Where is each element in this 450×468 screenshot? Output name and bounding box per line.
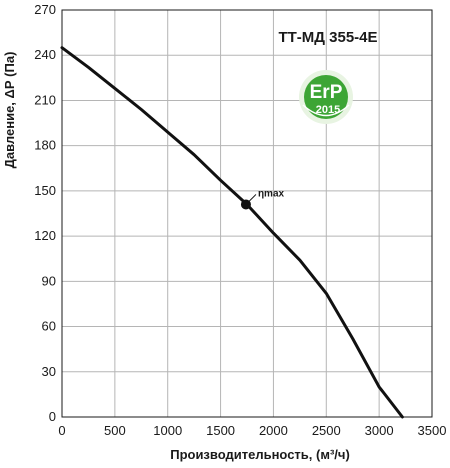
eta-max-point (240, 199, 251, 210)
grid (61, 9, 433, 418)
y-tick-label: 240 (34, 47, 56, 62)
plot-frame (61, 9, 433, 418)
y-tick-labels: 0 30 60 90 120 150 180 210 240 270 (34, 2, 56, 424)
y-tick-label: 0 (49, 409, 56, 424)
badge-swoosh (302, 104, 350, 117)
y-tick-label: 90 (42, 273, 56, 288)
chart-title: ТТ-МД 355-4E (278, 29, 377, 46)
badge-year: 2015 (316, 104, 340, 116)
x-tick-label: 3000 (365, 423, 394, 438)
pressure-curve (60, 46, 404, 419)
y-tick-label: 210 (34, 92, 56, 107)
y-tick-label: 180 (34, 138, 56, 153)
x-tick-label: 0 (58, 423, 65, 438)
x-axis-label: Производительность, (м³/ч) (170, 447, 350, 462)
x-tick-label: 3500 (418, 423, 447, 438)
x-tick-label: 1000 (153, 423, 182, 438)
erp-badge: ErP 2015 (299, 70, 353, 124)
y-tick-label: 150 (34, 183, 56, 198)
y-tick-label: 60 (42, 319, 56, 334)
y-tick-label: 270 (34, 2, 56, 17)
x-tick-label: 2500 (312, 423, 341, 438)
y-tick-label: 30 (42, 364, 56, 379)
y-tick-label: 120 (34, 228, 56, 243)
x-tick-labels: 0 500 1000 1500 2000 2500 3000 3500 (58, 423, 446, 438)
badge-circle (304, 75, 348, 119)
x-tick-label: 1500 (206, 423, 235, 438)
y-axis-label: Давление, ΔР (Па) (2, 52, 17, 169)
x-tick-label: 2000 (259, 423, 288, 438)
x-tick-label: 500 (104, 423, 126, 438)
badge-text: ErP (310, 82, 343, 103)
eta-max-label: ηmax (258, 188, 285, 199)
